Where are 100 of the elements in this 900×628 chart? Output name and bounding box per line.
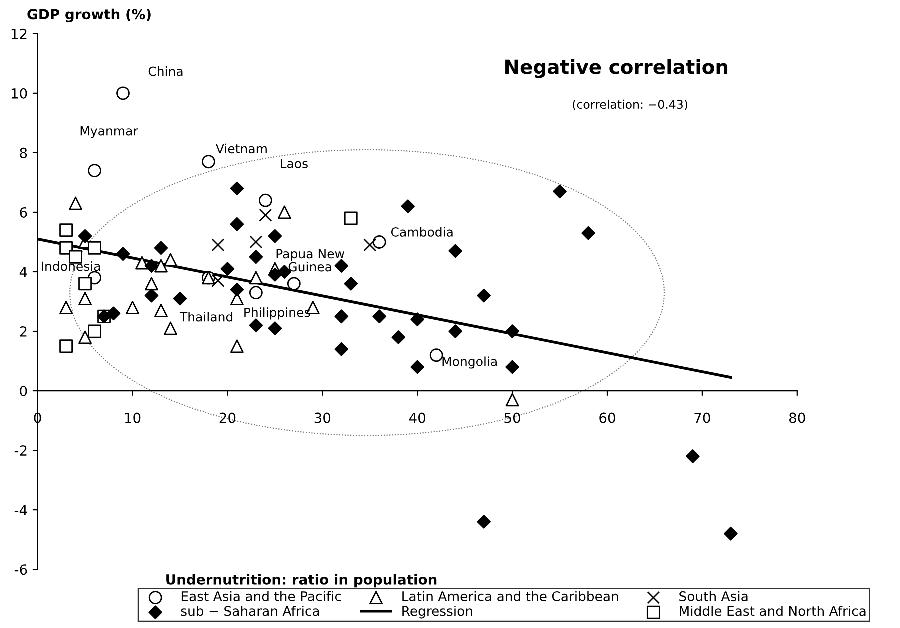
point	[344, 212, 358, 226]
x-tick-label: 20	[220, 412, 236, 424]
point	[477, 288, 491, 303]
x-tick-label: 40	[409, 412, 426, 424]
legend-label: Middle East and North Africa	[680, 606, 866, 616]
point	[344, 276, 358, 291]
point	[144, 288, 159, 303]
point	[212, 238, 225, 252]
point	[60, 300, 73, 314]
legend-label: sub − Saharan Africa	[181, 606, 320, 616]
point	[230, 182, 244, 196]
x-tick-label: 10	[125, 412, 141, 424]
point	[553, 184, 567, 199]
point	[78, 292, 92, 306]
point	[401, 200, 416, 214]
point	[78, 330, 92, 344]
x-tick-label: 70	[694, 412, 710, 424]
annotation: Thailand	[180, 312, 233, 322]
annotation: Mongolia	[442, 356, 497, 369]
point	[249, 250, 264, 264]
legend-label: Latin America and the Caribbean	[402, 591, 618, 602]
point	[448, 324, 462, 338]
legend-label: South Asia	[680, 591, 748, 602]
point	[410, 360, 425, 374]
point	[230, 217, 244, 232]
x-tick-label: 50	[504, 412, 520, 424]
point	[268, 322, 282, 336]
x-axis-title: Undernutrition: ratio in population	[166, 574, 437, 588]
point	[506, 324, 520, 338]
point	[258, 194, 272, 208]
annotation: Myanmar	[80, 126, 138, 138]
y-tick-label: -2	[14, 446, 27, 456]
point	[116, 86, 130, 100]
point	[372, 310, 387, 324]
point	[410, 312, 425, 327]
y-tick-label: 8	[20, 148, 28, 158]
point	[116, 247, 130, 262]
point	[154, 259, 168, 273]
point	[69, 196, 82, 210]
y-tick-label: 4	[20, 267, 28, 278]
annotation: Philippines	[244, 308, 310, 320]
point	[334, 342, 349, 356]
point	[686, 450, 700, 464]
annotation: Laos	[281, 159, 308, 168]
point	[173, 292, 188, 306]
annotation: Indonesia	[42, 261, 100, 272]
point	[448, 244, 462, 258]
point	[392, 330, 406, 344]
point	[230, 340, 244, 354]
point	[144, 259, 159, 273]
x-tick-label: 30	[314, 412, 331, 424]
y-tick-label: -4	[14, 505, 28, 516]
annotation: Vietnam	[216, 144, 267, 154]
point	[724, 526, 738, 541]
point	[164, 322, 178, 336]
legend-label: East Asia and the Pacific	[182, 591, 342, 602]
point	[88, 241, 102, 255]
point	[154, 304, 168, 318]
y-tick-label: 0	[20, 386, 28, 397]
annotation: China	[148, 66, 183, 76]
point	[60, 241, 73, 255]
point	[268, 268, 282, 282]
point	[364, 238, 377, 252]
text: Negative correlation	[506, 59, 728, 78]
point	[60, 224, 73, 238]
point	[145, 277, 158, 291]
point	[430, 348, 444, 362]
point	[250, 236, 263, 249]
annotation: Cambodia	[391, 227, 453, 237]
point	[212, 274, 225, 288]
y-tick-label: 6	[20, 207, 28, 218]
point	[372, 236, 386, 249]
point	[230, 282, 244, 297]
point	[506, 393, 520, 407]
point	[506, 360, 520, 374]
point	[334, 259, 349, 273]
point	[477, 515, 491, 529]
point	[106, 306, 121, 321]
point	[154, 241, 168, 256]
y-tick-label: -6	[14, 564, 28, 576]
point	[88, 164, 102, 178]
point	[126, 300, 140, 314]
point	[582, 226, 596, 240]
point	[249, 286, 263, 300]
y-tick-label: 2	[20, 326, 27, 337]
point	[220, 262, 235, 276]
x-tick-label: 60	[600, 412, 616, 424]
point	[60, 340, 73, 354]
y-tick-label: 10	[12, 88, 28, 99]
point	[287, 277, 301, 291]
point	[202, 155, 216, 169]
x-tick-label: 80	[790, 412, 806, 424]
legend-label: Regression	[402, 606, 472, 619]
annotation: (correlation: −0.43)	[573, 100, 688, 110]
point	[268, 229, 282, 244]
point	[78, 229, 92, 244]
y-axis-title: GDP growth (%)	[28, 8, 151, 22]
point	[78, 277, 92, 291]
point	[334, 310, 349, 324]
y-tick-label: 12	[12, 28, 27, 40]
